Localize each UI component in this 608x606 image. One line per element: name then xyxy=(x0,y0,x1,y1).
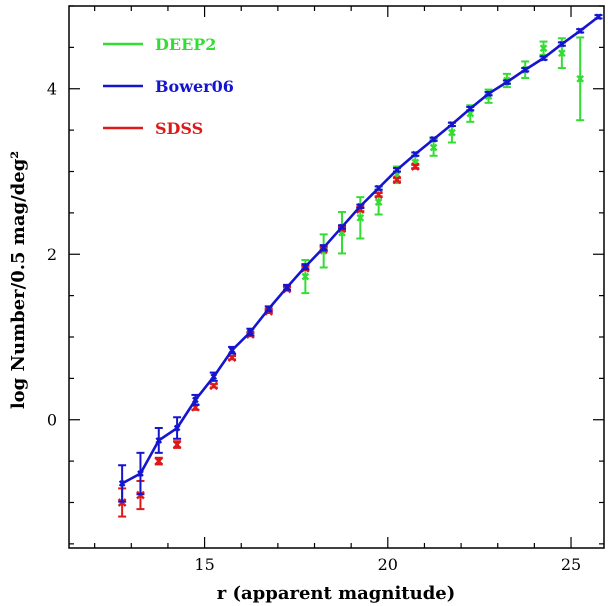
y-tick-label: 0 xyxy=(47,411,57,430)
bower06-point xyxy=(320,244,328,251)
plot-frame xyxy=(68,5,605,549)
bower06-point xyxy=(411,150,419,158)
bower06-point xyxy=(192,396,199,404)
axes: 15 20 25 0 2 4 xyxy=(47,5,605,574)
x-tick-label: 25 xyxy=(561,555,581,574)
bower06-point xyxy=(485,90,492,98)
sdss-point xyxy=(410,162,420,171)
legend-label-bower06: Bower06 xyxy=(155,77,234,96)
bower06-point xyxy=(448,120,456,128)
bower06-point xyxy=(356,202,364,210)
bower06-point xyxy=(118,480,126,487)
bower06-point xyxy=(558,40,566,48)
deep2-point xyxy=(429,143,438,152)
bower06-point xyxy=(521,66,529,74)
deep2-point xyxy=(374,198,383,206)
series-layer xyxy=(117,13,603,518)
legend-label-sdss: SDSS xyxy=(155,119,203,138)
bower06-point xyxy=(466,105,474,112)
y-tick-label: 2 xyxy=(47,245,57,264)
bower06-point xyxy=(540,54,547,62)
bower06-point xyxy=(247,328,254,336)
bower06-point xyxy=(503,78,511,86)
sdss-point xyxy=(172,440,182,449)
sdss-point xyxy=(209,381,219,391)
x-tick-label: 20 xyxy=(378,555,398,574)
bower06-point xyxy=(173,424,181,432)
sdss-point xyxy=(154,456,164,466)
deep2-point xyxy=(558,49,566,58)
legend-label-deep2: DEEP2 xyxy=(155,35,216,54)
bower06-point xyxy=(338,223,346,231)
y-axis-title: log Number/0.5 mag/deg² xyxy=(8,151,29,409)
x-tick-label: 15 xyxy=(194,555,214,574)
bower06-point xyxy=(283,283,291,291)
bower06-point xyxy=(265,305,273,313)
series-bower06 xyxy=(118,13,603,503)
legend: DEEP2 Bower06 SDSS xyxy=(103,35,234,138)
bower06-point xyxy=(302,263,309,271)
deep2-point xyxy=(356,213,365,222)
x-axis-title: r (apparent magnitude) xyxy=(217,583,456,604)
sdss-point xyxy=(392,175,402,185)
deep2-point xyxy=(448,128,456,137)
deep2-point xyxy=(301,272,310,281)
bower06-point xyxy=(375,184,382,192)
bower06-point xyxy=(430,135,437,143)
bower06-point xyxy=(155,437,163,444)
bower06-point xyxy=(595,13,602,21)
deep2-point xyxy=(576,74,585,83)
bower06-point xyxy=(576,27,584,35)
series-sdss xyxy=(117,162,420,518)
bower06-point xyxy=(393,166,401,174)
bower06-point xyxy=(210,373,218,381)
bower06-point xyxy=(137,470,144,477)
deep2-point xyxy=(539,44,548,53)
bower06-point xyxy=(228,346,236,354)
sdss-point xyxy=(374,190,383,200)
y-tick-label: 4 xyxy=(47,80,57,99)
series-deep2 xyxy=(301,36,585,295)
